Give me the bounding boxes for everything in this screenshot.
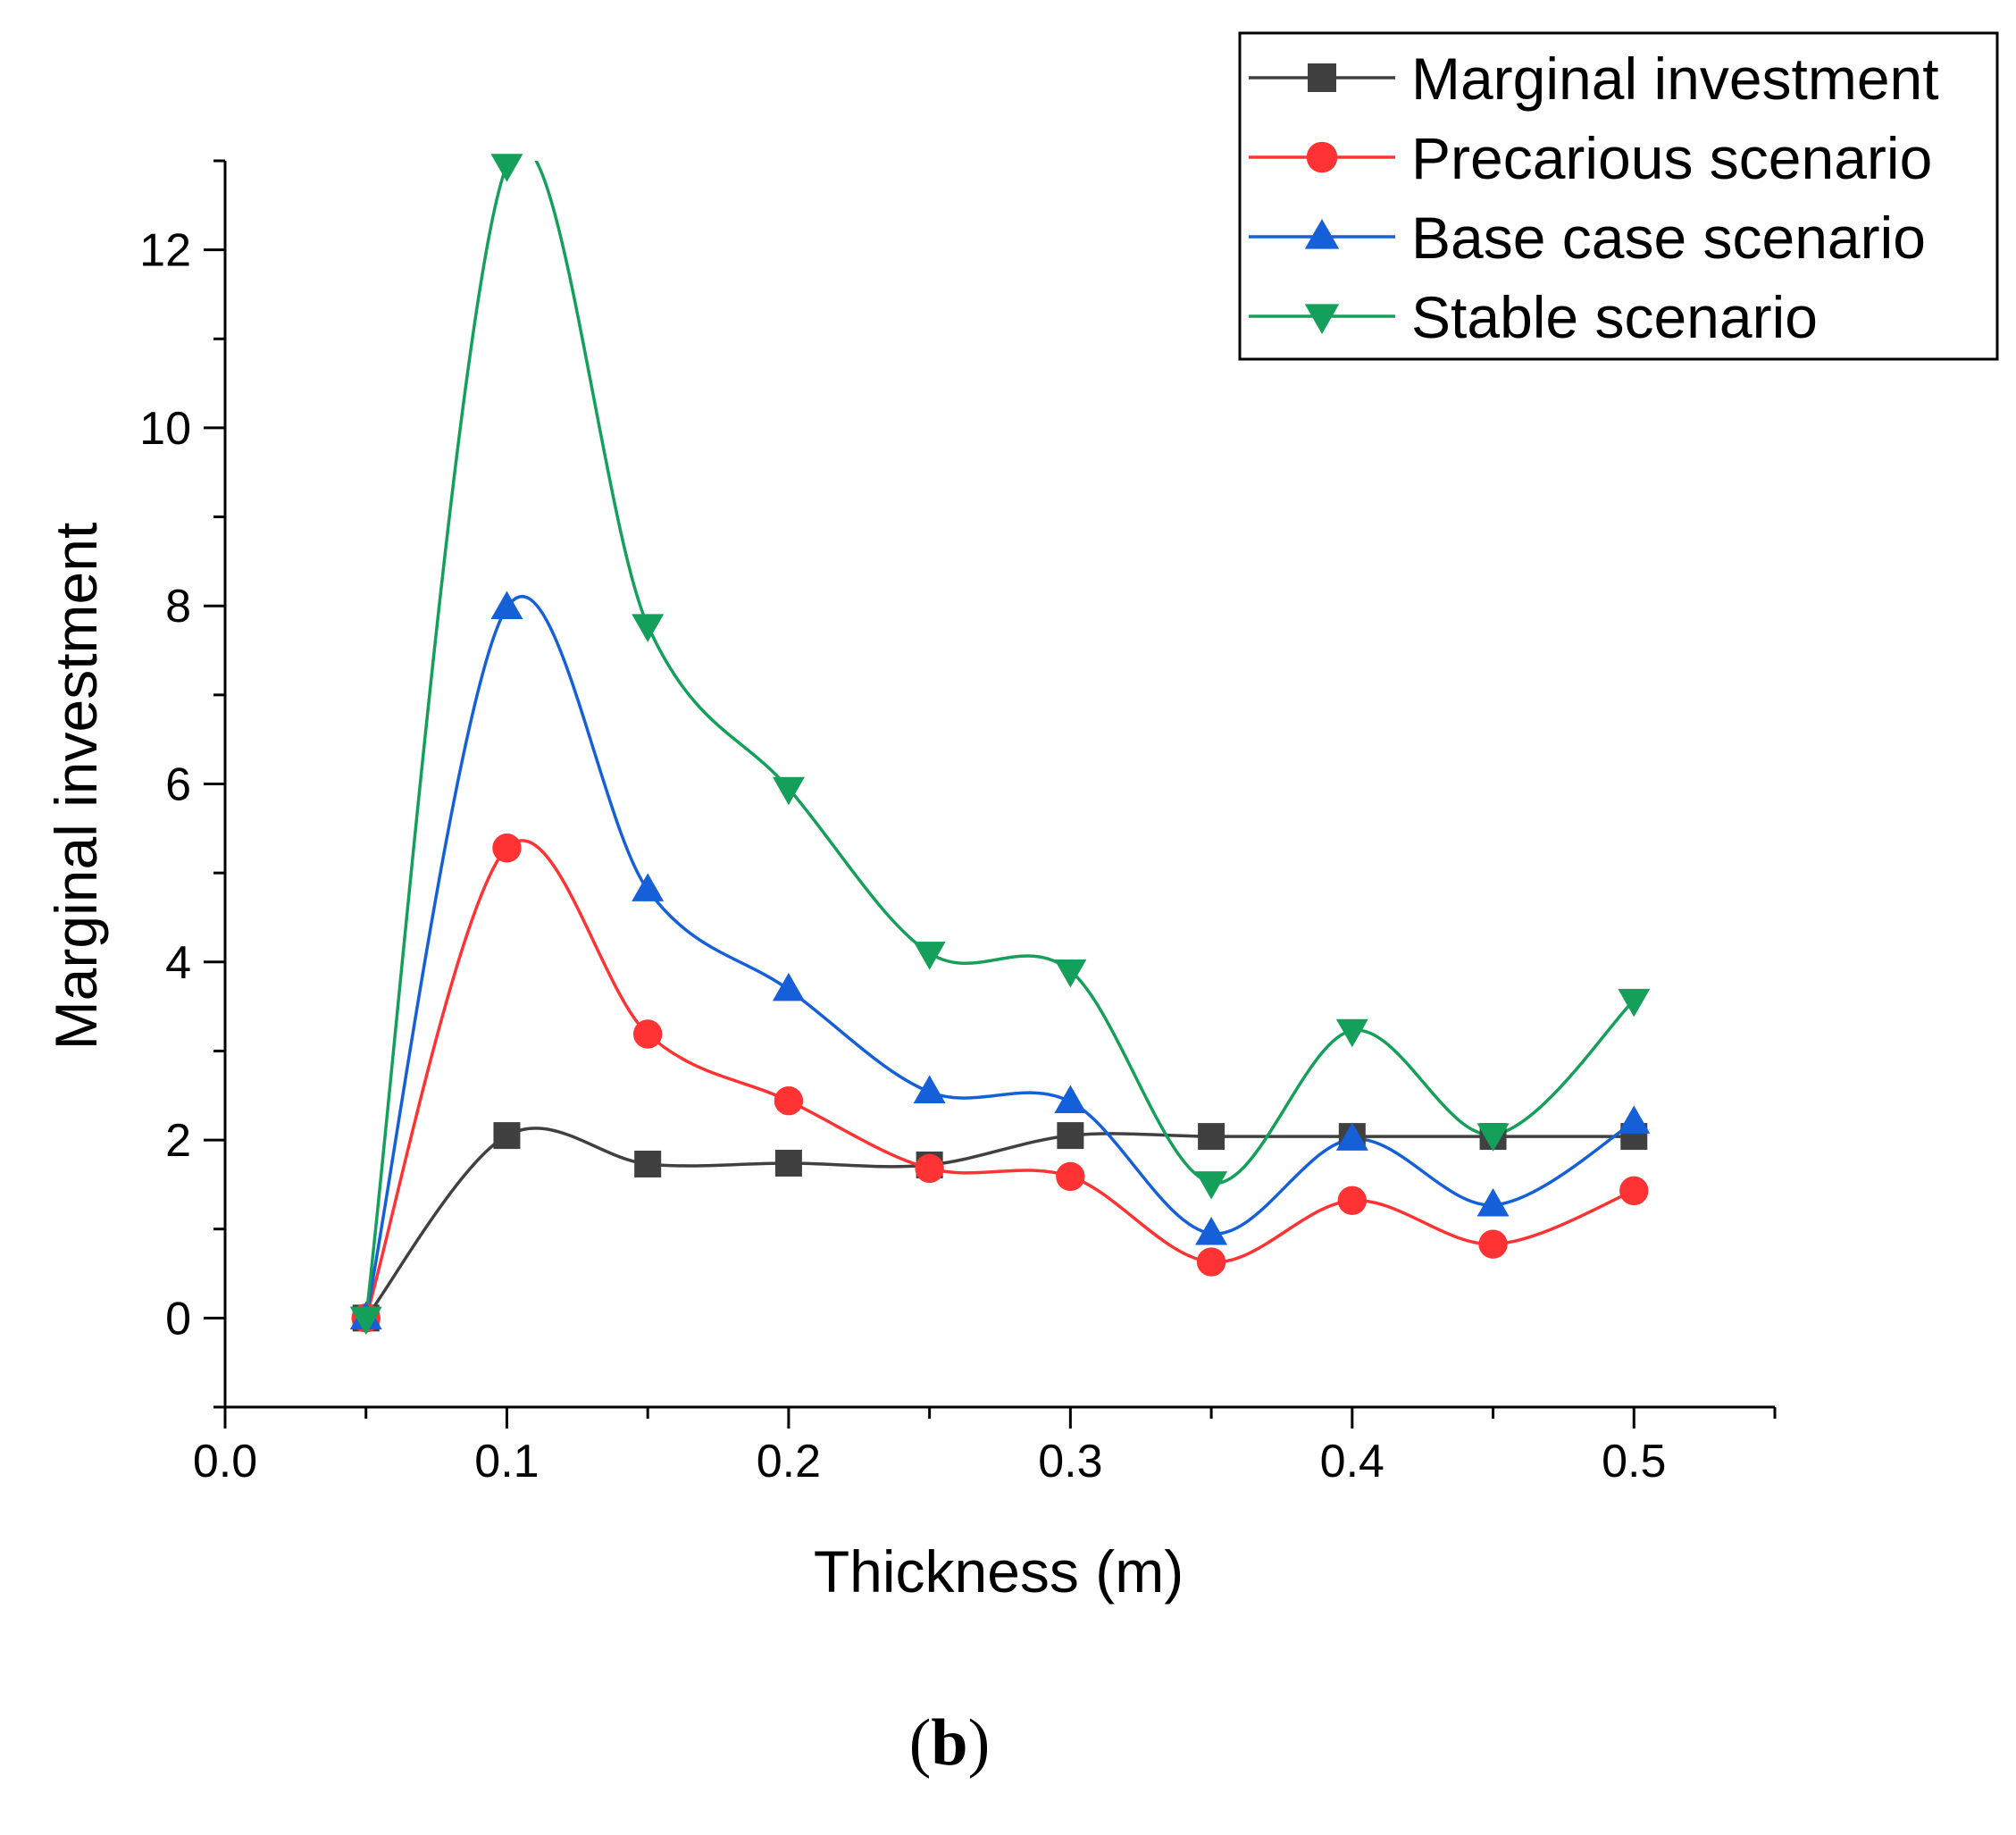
data-point <box>1337 1186 1368 1216</box>
x-tick-label: 0.3 <box>1038 1436 1102 1487</box>
data-point <box>1195 1216 1228 1245</box>
data-point <box>915 1153 944 1184</box>
series-line-3 <box>364 595 1635 1319</box>
series-line-2 <box>364 839 1635 1319</box>
legend-label: Stable scenario <box>1411 284 1818 350</box>
data-point <box>1478 1229 1508 1259</box>
series-line-4 <box>364 161 1635 1319</box>
y-tick-label: 10 <box>139 403 191 455</box>
data-point <box>774 1086 804 1116</box>
data-point <box>1054 1085 1087 1113</box>
series-line-1 <box>364 1127 1635 1320</box>
data-point <box>1618 988 1651 1018</box>
x-tick-label: 0.2 <box>757 1436 821 1487</box>
data-point <box>772 972 805 1001</box>
legend-marker <box>1304 304 1340 334</box>
x-tick-label: 0.4 <box>1320 1436 1384 1487</box>
legend-marker <box>1308 63 1336 92</box>
data-point <box>490 591 523 619</box>
data-point <box>1196 1247 1226 1277</box>
legend-marker <box>1304 219 1340 249</box>
panel-label-letter: b <box>931 1706 967 1780</box>
data-point <box>1335 1018 1368 1048</box>
data-point <box>1057 1122 1084 1150</box>
data-point <box>1335 1122 1368 1151</box>
data-point <box>1056 1161 1085 1192</box>
data-point <box>1198 1123 1225 1151</box>
y-tick-label: 4 <box>165 937 191 989</box>
data-point <box>1618 1105 1651 1134</box>
legend-label: Precarious scenario <box>1411 125 1932 191</box>
y-axis-title: Marginal investment <box>43 523 109 1051</box>
data-point <box>632 873 665 901</box>
data-point <box>632 614 665 642</box>
y-tick-label: 8 <box>165 581 191 633</box>
data-point <box>1195 1171 1228 1200</box>
data-point <box>632 1019 663 1049</box>
data-point <box>490 154 523 182</box>
y-tick-label: 0 <box>165 1293 191 1345</box>
data-point <box>492 834 522 863</box>
legend-marker <box>1306 141 1338 173</box>
y-tick-label: 2 <box>165 1115 191 1167</box>
legend-label: Base case scenario <box>1411 205 1926 271</box>
x-tick-label: 0.1 <box>474 1436 539 1487</box>
data-point <box>1619 1176 1649 1206</box>
panel-label-close: ) <box>968 1706 991 1780</box>
legend: Marginal investment Precarious scenario Ba… <box>1238 31 1999 361</box>
markers-layer <box>349 154 1651 1336</box>
data-point <box>913 1075 946 1104</box>
data-point <box>913 942 946 970</box>
data-point <box>493 1122 521 1150</box>
data-point <box>349 1306 382 1336</box>
axes: 0.0 0.1 0.2 0.3 0.4 0.5 0 2 4 6 8 10 12 <box>139 159 1777 1487</box>
legend-label: Marginal investment <box>1411 46 1939 112</box>
legend-box <box>1238 31 1999 361</box>
panel-label-open: ( <box>909 1706 932 1780</box>
data-point <box>1476 1123 1510 1152</box>
data-point <box>774 1149 802 1177</box>
y-tick-label: 12 <box>139 225 191 277</box>
data-point <box>1476 1188 1510 1217</box>
panel-label: (b) <box>909 1706 990 1780</box>
data-point <box>1054 959 1087 988</box>
x-tick-label: 0.5 <box>1602 1436 1666 1487</box>
x-axis-title: Thickness (m) <box>814 1538 1184 1605</box>
y-tick-label: 6 <box>165 759 191 811</box>
data-point <box>634 1150 662 1177</box>
x-tick-label: 0.0 <box>193 1436 257 1487</box>
data-point <box>772 776 805 806</box>
